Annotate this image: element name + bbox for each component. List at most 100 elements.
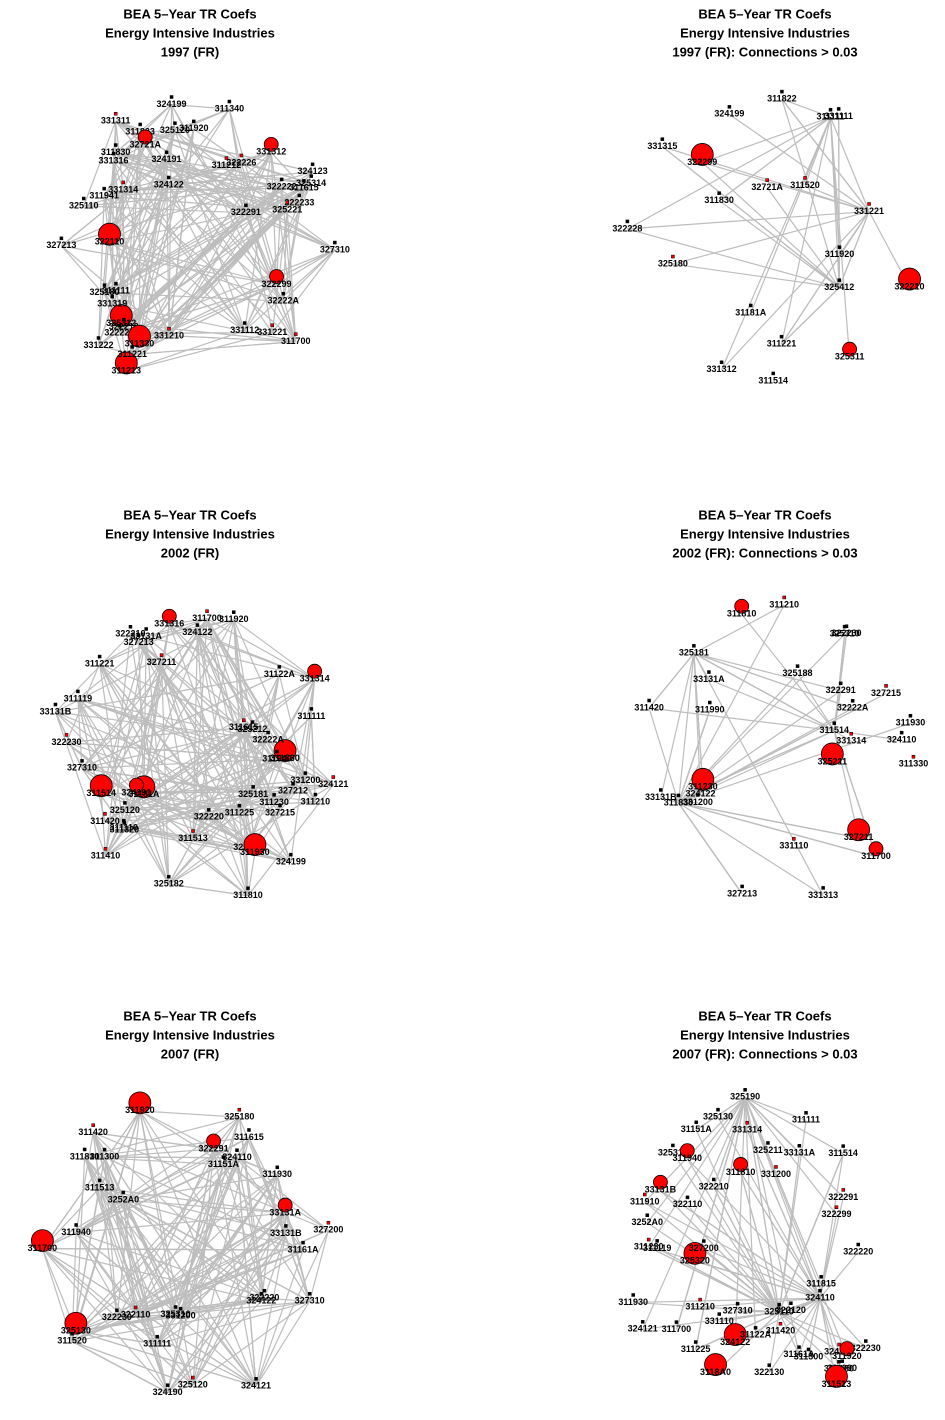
edge (247, 784, 334, 897)
edge (677, 709, 711, 804)
panel-title: 2002 (FR) (161, 545, 220, 560)
node-label: 322220 (194, 812, 224, 822)
node (819, 1275, 823, 1279)
node (780, 89, 784, 94)
edge (713, 1186, 780, 1313)
node-label: 325310 (658, 1147, 688, 1157)
node (136, 633, 141, 637)
edge (55, 619, 235, 713)
node (277, 665, 282, 669)
edge (694, 1260, 821, 1299)
edge (275, 186, 283, 285)
node (837, 278, 842, 282)
edge (42, 1248, 304, 1251)
edge (781, 287, 840, 345)
node-label: 3118A0 (700, 1367, 731, 1377)
edge (93, 1132, 214, 1150)
node-label: 311110 (110, 823, 139, 833)
node-label: 33131A (693, 674, 725, 684)
node-large (683, 1241, 707, 1265)
edge (778, 1311, 800, 1355)
edge (244, 249, 336, 331)
node (707, 670, 711, 674)
node (247, 1128, 251, 1132)
edge (304, 679, 316, 781)
edge (627, 228, 840, 289)
node-label: 311920 (219, 614, 249, 624)
node-label: 331210 (154, 331, 184, 341)
node-label: 311111 (143, 1339, 171, 1349)
node-large (733, 1157, 749, 1172)
node (173, 1305, 178, 1309)
node-label: 331314 (732, 1125, 762, 1135)
edge (695, 1129, 780, 1313)
node-large (243, 833, 267, 856)
edge (168, 623, 253, 730)
node-label: 322299 (262, 279, 292, 289)
edge (104, 1156, 182, 1317)
node-label: 322110 (673, 1199, 703, 1209)
node (159, 653, 164, 657)
edge (838, 211, 870, 288)
node-label: 331316 (99, 155, 129, 165)
edge (245, 186, 283, 214)
edge (169, 623, 315, 680)
edge (675, 1097, 746, 1330)
edge (103, 152, 117, 293)
node-label: 331110 (779, 841, 808, 851)
node (242, 321, 247, 325)
edge (167, 1164, 225, 1393)
node-large (129, 777, 144, 793)
edge (116, 1317, 194, 1386)
node (178, 1307, 183, 1311)
network-panel: BEA 5–Year TR Coefs Energy Intensive Indu… (618, 1008, 880, 1388)
edge (744, 1097, 800, 1355)
edge (115, 120, 170, 186)
edge (77, 698, 334, 786)
edges (627, 98, 911, 371)
node-label: 327213 (124, 637, 154, 647)
edge (139, 1110, 240, 1118)
edge (75, 1136, 250, 1234)
edge (76, 1212, 286, 1234)
node-label: 325190 (730, 1092, 760, 1102)
edge (54, 711, 83, 769)
node-label: 322228 (612, 223, 642, 233)
node-label: 325212 (237, 724, 267, 734)
edge (75, 1330, 257, 1387)
node (806, 1347, 811, 1352)
edge (780, 1297, 821, 1332)
edge (778, 1153, 844, 1313)
node (749, 303, 753, 308)
node-label: 325182 (154, 879, 184, 889)
edge (81, 662, 163, 769)
node-label: 331312 (707, 364, 737, 374)
node-label: 322230 (51, 737, 81, 747)
node-label: 311930 (240, 847, 270, 857)
edge (245, 152, 272, 214)
edge (239, 801, 275, 814)
edge (61, 245, 277, 286)
node (625, 219, 630, 224)
node-label: 31181A (128, 789, 160, 799)
edge (304, 780, 316, 803)
node (279, 177, 284, 182)
node (166, 175, 171, 180)
edge (55, 673, 280, 713)
edge (100, 678, 315, 795)
edge (740, 1172, 780, 1313)
edge (233, 619, 254, 730)
node-label: 33131A (130, 631, 162, 641)
edge (99, 1187, 257, 1387)
edge (174, 130, 246, 331)
node (169, 95, 174, 99)
node (122, 317, 126, 322)
edge (168, 790, 294, 885)
edge (222, 1164, 265, 1299)
node-large (839, 1341, 855, 1357)
node (237, 1107, 242, 1112)
edge (833, 730, 852, 742)
edge (661, 146, 840, 289)
node (239, 153, 244, 158)
node (771, 371, 775, 376)
